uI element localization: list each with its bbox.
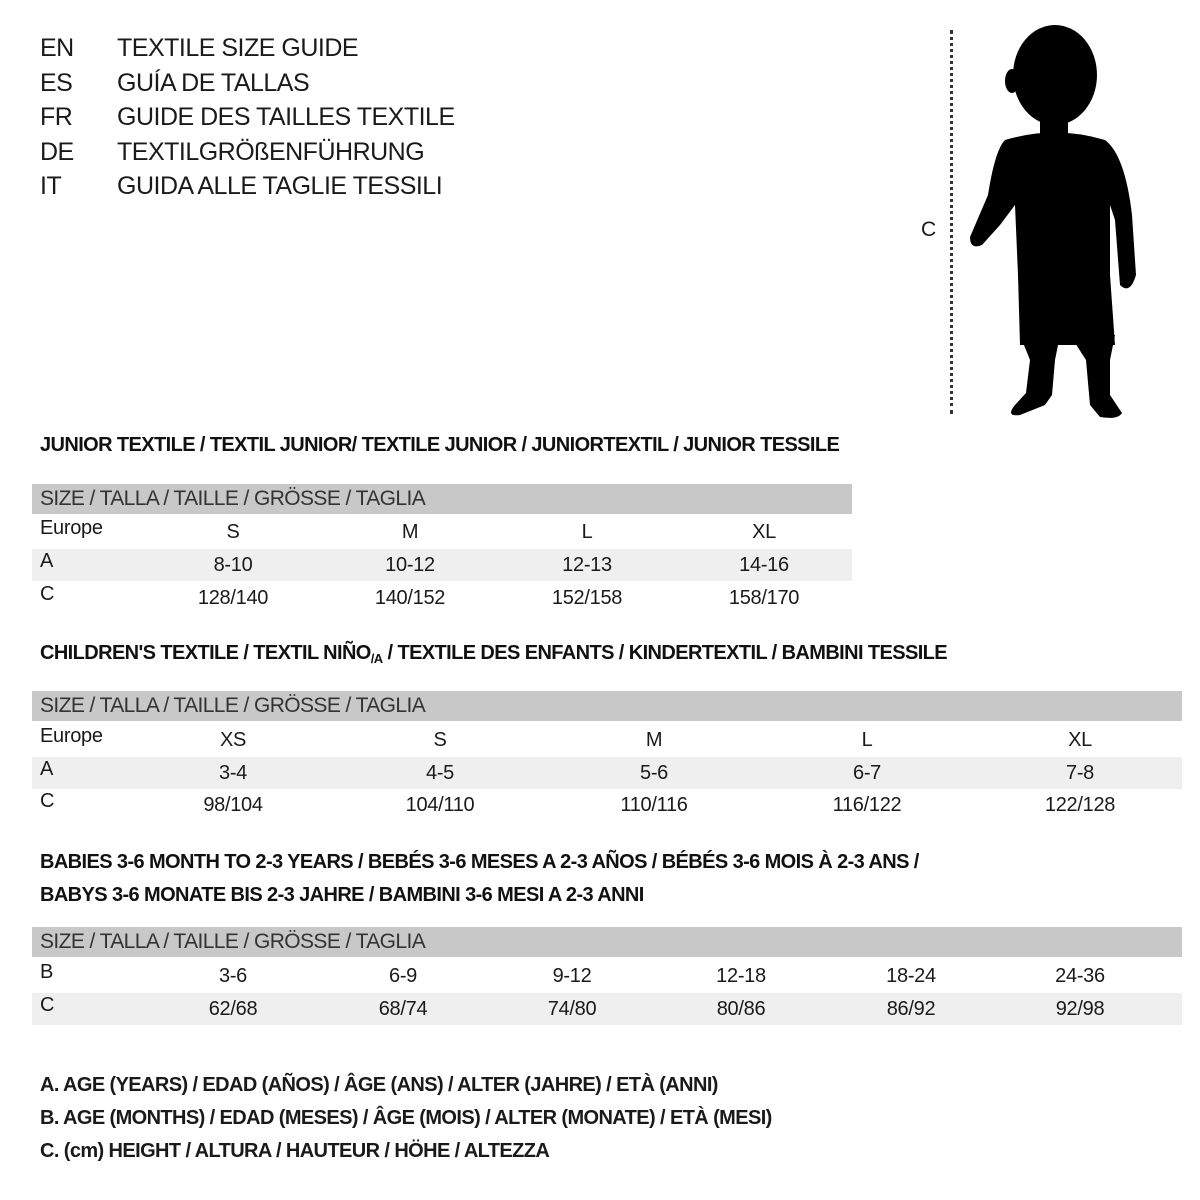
row-label: Europe	[40, 725, 103, 747]
table-row: C 62/68 68/74 74/80 80/86 86/92 92/98	[32, 993, 1182, 1025]
table-row: Europe XS S M L XL	[32, 724, 1182, 756]
junior-size-header: SIZE / TALLA / TAILLE / GRÖSSE / TAGLIA	[32, 484, 852, 514]
lang-title: GUIDE DES TAILLES TEXTILE	[117, 103, 455, 131]
table-cell: 5-6	[639, 762, 669, 784]
table-cell: 6-9	[388, 965, 418, 987]
note-b: B. AGE (MONTHS) / EDAD (MESES) / ÂGE (MO…	[40, 1107, 772, 1129]
lang-code: IT	[40, 172, 62, 200]
table-cell: S	[433, 729, 447, 751]
table-cell: 3-4	[218, 762, 248, 784]
lang-title: GUÍA DE TALLAS	[117, 69, 310, 97]
babies-section-title-line1: BABIES 3-6 MONTH TO 2-3 YEARS / BEBÉS 3-…	[40, 851, 919, 873]
table-cell: 18-24	[886, 965, 936, 987]
row-label: C	[40, 583, 55, 605]
lang-code: ES	[40, 69, 73, 97]
row-label: B	[40, 961, 54, 983]
table-cell: XL	[1068, 729, 1092, 751]
table-cell: 104/110	[405, 794, 475, 816]
row-label: C	[40, 994, 55, 1016]
table-row: A 3-4 4-5 5-6 6-7 7-8	[32, 757, 1182, 789]
table-cell: 86/92	[886, 998, 936, 1020]
table-row: B 3-6 6-9 9-12 12-18 18-24 24-36	[32, 960, 1182, 992]
table-cell: 80/86	[716, 998, 766, 1020]
table-cell: L	[861, 729, 873, 751]
junior-section-title: JUNIOR TEXTILE / TEXTIL JUNIOR/ TEXTILE …	[40, 434, 840, 456]
table-cell: 116/122	[832, 794, 902, 816]
table-cell: 122/128	[1044, 794, 1116, 816]
table-cell: 140/152	[374, 587, 446, 609]
lang-title: GUIDA ALLE TAGLIE TESSILI	[117, 172, 443, 200]
table-cell: 7-8	[1065, 762, 1095, 784]
table-cell: 9-12	[552, 965, 592, 987]
title-part: / TEXTILE DES ENFANTS / KINDERTEXTIL / B…	[382, 642, 948, 664]
table-cell: 24-36	[1055, 965, 1105, 987]
table-cell: 4-5	[425, 762, 455, 784]
table-cell: M	[645, 729, 663, 751]
table-cell: 152/158	[551, 587, 623, 609]
table-cell: 68/74	[378, 998, 428, 1020]
table-cell: 74/80	[547, 998, 597, 1020]
lang-title: TEXTILGRÖßENFÜHRUNG	[117, 138, 425, 166]
lang-code: EN	[40, 34, 74, 62]
lang-code: FR	[40, 103, 73, 131]
table-row: C 128/140 140/152 152/158 158/170	[32, 582, 852, 614]
table-cell: 10-12	[385, 554, 435, 576]
babies-size-header: SIZE / TALLA / TAILLE / GRÖSSE / TAGLIA	[32, 927, 1182, 957]
table-cell: 62/68	[208, 998, 258, 1020]
note-c: C. (cm) HEIGHT / ALTURA / HAUTEUR / HÖHE…	[40, 1140, 550, 1162]
child-silhouette-icon	[970, 25, 1136, 418]
table-cell: 6-7	[852, 762, 882, 784]
table-cell: 8-10	[213, 554, 253, 576]
table-cell: M	[401, 521, 419, 543]
table-cell: XS	[219, 729, 247, 751]
height-measure-line	[950, 30, 953, 414]
table-row: Europe S M L XL	[32, 516, 852, 548]
table-cell: XL	[752, 521, 776, 543]
table-cell: L	[581, 521, 593, 543]
table-cell: 3-6	[218, 965, 248, 987]
row-label: A	[40, 758, 54, 780]
children-section-title: CHILDREN'S TEXTILE / TEXTIL NIÑO/A / TEX…	[40, 642, 948, 666]
table-cell: 92/98	[1055, 998, 1105, 1020]
children-size-header: SIZE / TALLA / TAILLE / GRÖSSE / TAGLIA	[32, 691, 1182, 721]
row-label: Europe	[40, 517, 103, 539]
table-cell: 128/140	[197, 587, 269, 609]
table-cell: 14-16	[739, 554, 789, 576]
measure-label: C	[921, 218, 937, 241]
table-row: A 8-10 10-12 12-13 14-16	[32, 549, 852, 581]
row-label: C	[40, 790, 55, 812]
lang-code: DE	[40, 138, 74, 166]
table-row: C 98/104 104/110 110/116 116/122 122/128	[32, 789, 1182, 821]
note-a: A. AGE (YEARS) / EDAD (AÑOS) / ÂGE (ANS)…	[40, 1074, 718, 1096]
lang-title: TEXTILE SIZE GUIDE	[117, 34, 359, 62]
table-cell: 12-13	[562, 554, 612, 576]
table-cell: 158/170	[728, 587, 800, 609]
table-cell: 98/104	[203, 794, 263, 816]
table-cell: 110/116	[620, 794, 688, 816]
title-subscript: /A	[370, 651, 383, 666]
row-label: A	[40, 550, 54, 572]
table-cell: 12-18	[716, 965, 766, 987]
table-cell: S	[226, 521, 240, 543]
babies-section-title-line2: BABYS 3-6 MONATE BIS 2-3 JAHRE / BAMBINI…	[40, 884, 644, 906]
title-part: CHILDREN'S TEXTILE / TEXTIL NIÑO	[40, 642, 371, 664]
